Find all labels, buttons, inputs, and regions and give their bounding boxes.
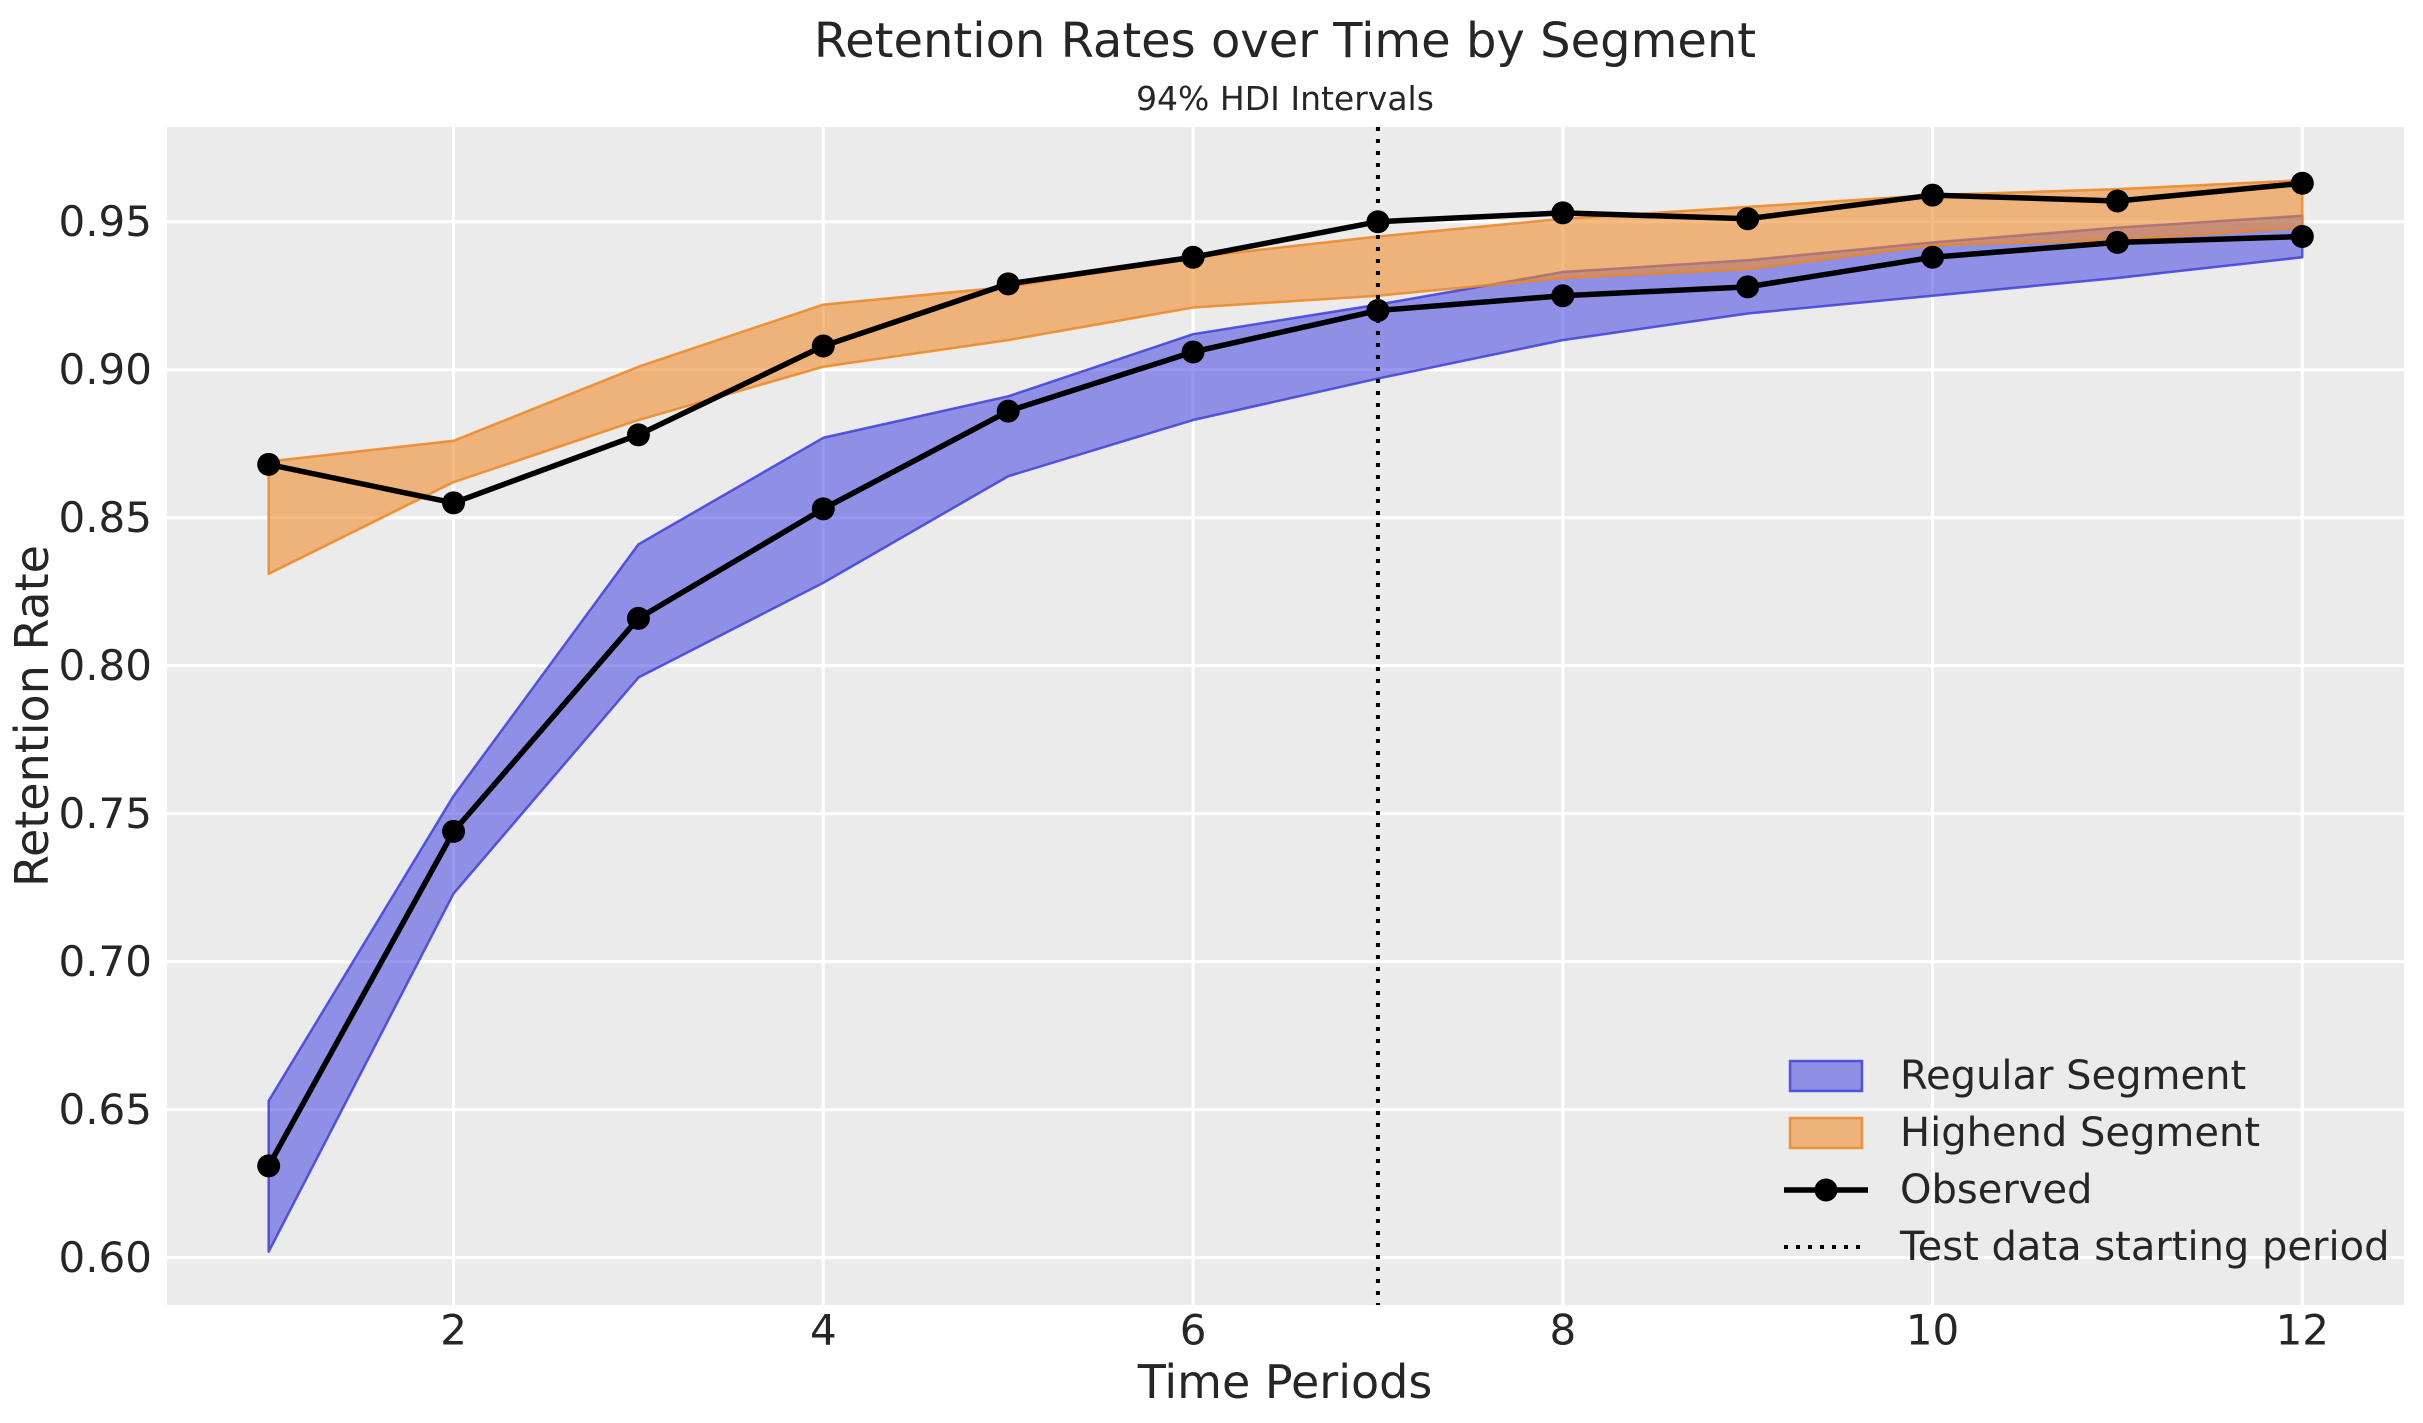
- observed-point: [1181, 245, 1205, 269]
- y-tick-label: 0.90: [58, 345, 152, 394]
- observed-point: [1366, 299, 1390, 323]
- observed-regular-line: [266, 233, 2303, 1168]
- chart-subtitle: 94% HDI Intervals: [1136, 79, 1434, 118]
- observed-point: [257, 1154, 281, 1178]
- observed-point: [2290, 171, 2314, 195]
- regular-segment-band: [267, 214, 2304, 1253]
- observed-point: [996, 399, 1020, 423]
- legend-label-test-period: Test data starting period: [1899, 1224, 2389, 1270]
- y-tick-label: 0.85: [58, 493, 152, 542]
- observed-point: [626, 423, 650, 447]
- observed-point: [257, 452, 281, 476]
- x-axis-label: Time Periods: [1137, 1355, 1433, 1409]
- observed-point: [1551, 201, 1575, 225]
- y-tick-label: 0.75: [58, 789, 152, 838]
- legend-label-observed: Observed: [1900, 1167, 2092, 1213]
- observed-point: [626, 606, 650, 630]
- observed-point: [1181, 340, 1205, 364]
- x-tick-label: 10: [1906, 1306, 1959, 1355]
- observed-point: [1366, 210, 1390, 234]
- y-tick-label: 0.60: [58, 1233, 152, 1282]
- observed-point: [2290, 225, 2314, 249]
- observed-highend-line: [268, 180, 2303, 506]
- y-tick-label: 0.80: [58, 641, 152, 690]
- observed-point: [1921, 245, 1945, 269]
- observed-point: [811, 334, 835, 358]
- observed-point: [2105, 230, 2129, 254]
- observed-point: [442, 491, 466, 515]
- legend-label-regular-segment: Regular Segment: [1900, 1053, 2246, 1099]
- legend: Regular Segment Highend Segment Observed…: [1784, 1053, 2389, 1270]
- legend-swatch-regular-segment-edge: [1788, 1059, 1864, 1093]
- observed-point: [1736, 207, 1760, 231]
- observed-point: [1551, 284, 1575, 308]
- legend-swatch-highend-segment-edge: [1788, 1116, 1864, 1150]
- observed-point: [1736, 275, 1760, 299]
- legend-swatch-regular-segment: [1790, 1061, 1862, 1091]
- chart-title: Retention Rates over Time by Segment: [814, 13, 1756, 69]
- observed-point: [996, 272, 1020, 296]
- x-tick-label: 8: [1549, 1306, 1576, 1355]
- legend-observed-marker-icon: [1814, 1178, 1838, 1202]
- x-tick-label: 6: [1180, 1306, 1207, 1355]
- observed-point: [811, 497, 835, 521]
- y-axis-label: Retention Rate: [5, 545, 59, 887]
- x-tick-label: 12: [2276, 1306, 2329, 1355]
- observed-point: [442, 819, 466, 843]
- x-tick-label: 4: [810, 1306, 837, 1355]
- x-tick-label: 2: [440, 1306, 467, 1355]
- y-tick-label: 0.65: [58, 1085, 152, 1134]
- legend-label-highend-segment: Highend Segment: [1900, 1110, 2260, 1156]
- y-tick-label: 0.70: [58, 937, 152, 986]
- y-tick-label: 0.95: [58, 197, 152, 246]
- legend-swatch-highend-segment: [1790, 1118, 1862, 1148]
- observed-point: [2105, 189, 2129, 213]
- observed-point: [1921, 183, 1945, 207]
